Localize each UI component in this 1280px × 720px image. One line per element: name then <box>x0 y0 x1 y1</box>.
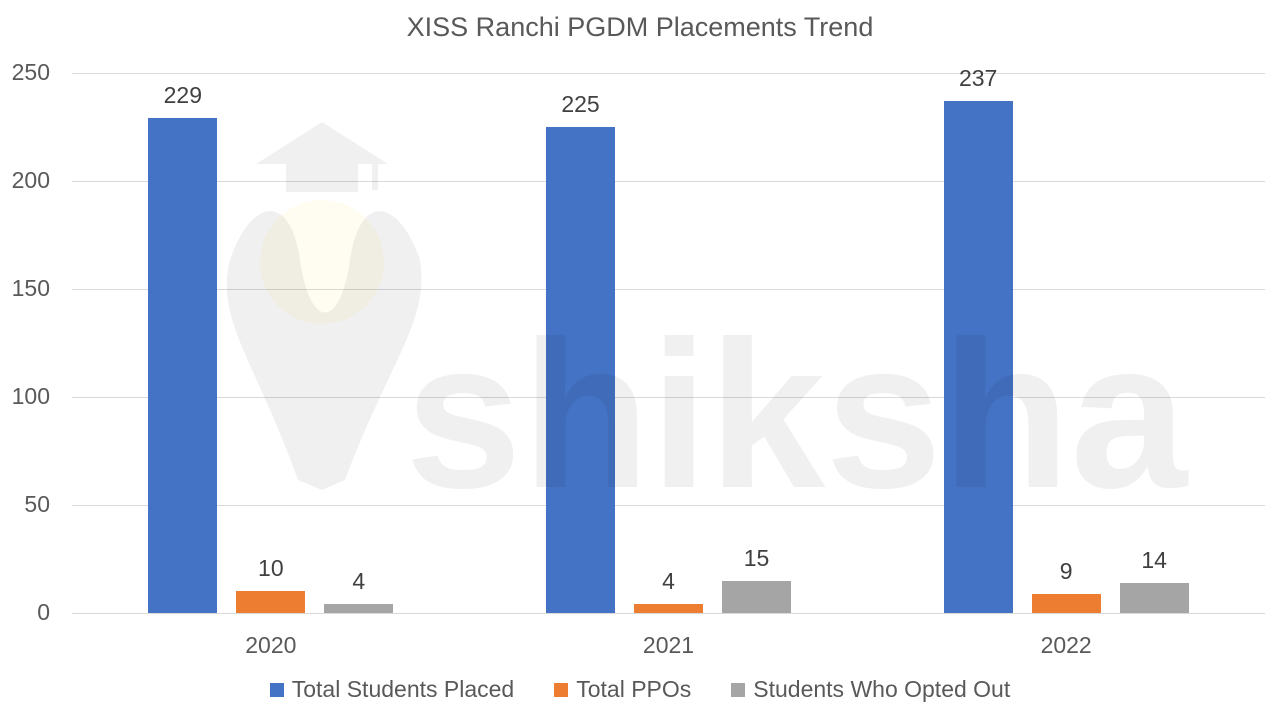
legend-swatch-icon <box>731 682 746 697</box>
data-label: 4 <box>352 568 366 595</box>
legend-swatch-icon <box>269 682 284 697</box>
gridline <box>72 181 1265 182</box>
y-tick-label: 100 <box>11 383 50 409</box>
bar <box>546 127 615 613</box>
x-tick-label: 2021 <box>642 632 695 658</box>
data-label: 229 <box>163 82 203 109</box>
y-tick-label: 250 <box>11 59 50 85</box>
bar <box>236 591 306 613</box>
legend-item: Total PPOs <box>554 676 691 703</box>
gridline <box>72 73 1265 74</box>
y-tick-label: 0 <box>37 599 50 625</box>
legend: Total Students Placed Total PPOs Students … <box>0 676 1280 703</box>
legend-label: Students Who Opted Out <box>753 676 1011 702</box>
bar <box>1119 582 1189 613</box>
bar <box>324 604 394 613</box>
legend-swatch-icon <box>554 682 569 697</box>
plot-area: 229 10 4 225 4 15 237 9 14 <box>72 65 1265 614</box>
bar <box>943 101 1013 613</box>
data-label: 10 <box>258 555 284 582</box>
bar <box>1031 593 1101 613</box>
legend-item: Total Students Placed <box>269 676 515 703</box>
data-label: 14 <box>1141 546 1167 573</box>
bar <box>634 604 703 613</box>
bar <box>148 118 218 613</box>
y-tick-label: 50 <box>24 491 50 517</box>
data-label: 225 <box>561 91 600 117</box>
legend-item: Students Who Opted Out <box>731 676 1010 703</box>
x-tick-label: 2020 <box>245 632 297 658</box>
data-label: 15 <box>743 544 770 571</box>
data-label: 9 <box>1059 557 1073 584</box>
x-tick-label: 2022 <box>1040 632 1092 658</box>
chart-title: XISS Ranchi PGDM Placements Trend <box>406 12 874 42</box>
y-tick-label: 150 <box>11 275 50 301</box>
y-tick-label: 200 <box>11 167 50 193</box>
legend-label: Total PPOs <box>576 676 692 702</box>
data-label: 4 <box>662 568 675 595</box>
data-label: 237 <box>958 65 998 92</box>
gridline <box>72 505 1265 506</box>
gridline <box>72 289 1265 290</box>
gridline <box>72 613 1265 614</box>
legend-label: Total Students Placed <box>291 676 515 702</box>
gridline <box>72 397 1265 398</box>
bar <box>722 580 791 613</box>
